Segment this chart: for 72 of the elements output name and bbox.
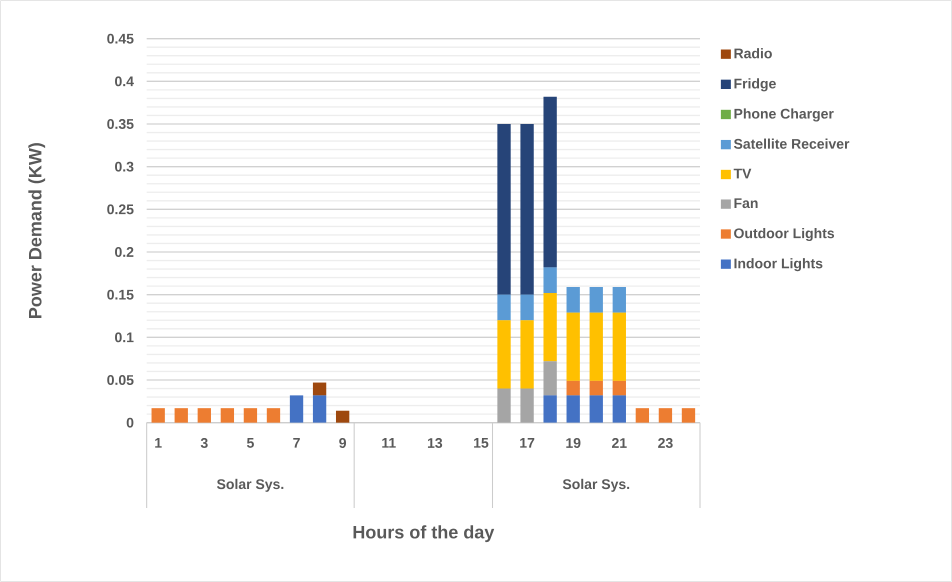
y-tick-label: 0.4 [115, 76, 134, 86]
y-tick-label: 0.1 [115, 332, 134, 342]
bar [336, 410, 350, 423]
y-tick-label: 0.15 [107, 290, 134, 300]
bar [543, 361, 557, 396]
bar [566, 286, 580, 313]
bar [497, 320, 511, 389]
bar [497, 124, 511, 295]
x-tick-label: 19 [566, 438, 580, 448]
y-tick-label: 0.25 [107, 204, 134, 214]
legend-label: Indoor Lights [734, 258, 822, 272]
bar [566, 395, 580, 423]
text: Solar Sys. [216, 478, 284, 492]
bar [590, 312, 603, 381]
legend-label: Satellite Receiver [734, 138, 850, 149]
bar [520, 294, 534, 320]
bar [636, 408, 650, 423]
y-tick-label: 0.45 [107, 34, 134, 44]
bar [543, 267, 557, 293]
y-tick-label: 0 [126, 418, 134, 428]
x-tick-label: 1 [155, 438, 162, 448]
legend-label: Outdoor Lights [734, 228, 834, 242]
bar [520, 124, 534, 295]
bar [566, 380, 580, 396]
bar [590, 380, 603, 396]
bar [590, 395, 603, 423]
x-tick-label: 21 [612, 438, 627, 448]
x-tick-label: 23 [658, 438, 673, 448]
legend-label: Fridge [734, 78, 776, 92]
x-tick-label: 3 [200, 438, 208, 448]
text: Solar Sys. [562, 478, 630, 492]
y-tick-label: 0.05 [107, 375, 134, 385]
bar [244, 408, 258, 423]
y-tick-label: 0.3 [115, 162, 134, 172]
y-tick-label: 0.2 [115, 247, 134, 257]
bar [612, 286, 626, 313]
bar [612, 312, 626, 381]
bar [497, 388, 511, 423]
bar [658, 408, 672, 423]
bar [566, 312, 580, 381]
legend-label: Radio [734, 48, 772, 58]
bar [174, 408, 188, 423]
bar [220, 408, 234, 423]
bar [543, 395, 557, 423]
bar [543, 96, 557, 268]
bar [497, 294, 511, 320]
legend-label: Fan [734, 198, 758, 208]
bar [520, 388, 534, 423]
x-axis-title: Hours of the day [354, 525, 494, 542]
bar [198, 408, 211, 423]
bar [312, 395, 326, 423]
bar [520, 320, 534, 389]
bar [543, 292, 557, 362]
bar [290, 395, 304, 423]
x-tick-label: 17 [520, 438, 534, 448]
y-tick-label: 0.35 [107, 119, 134, 129]
bar [266, 408, 280, 423]
bar [612, 380, 626, 396]
x-tick-label: 5 [246, 438, 254, 448]
bar [590, 286, 603, 313]
x-tick-label: 7 [293, 438, 300, 448]
x-tick-label: 15 [474, 438, 488, 448]
bar [682, 408, 696, 423]
bar [152, 408, 165, 423]
x-tick-label: 9 [339, 438, 346, 448]
legend-label: TV [734, 168, 752, 178]
x-tick-label: 11 [382, 438, 396, 448]
legend-label: Phone Charger [734, 108, 834, 122]
bar [612, 395, 626, 423]
x-tick-label: 13 [428, 438, 442, 448]
bar [312, 382, 326, 396]
y-axis-title: Power Demand (KW) [28, 143, 46, 318]
